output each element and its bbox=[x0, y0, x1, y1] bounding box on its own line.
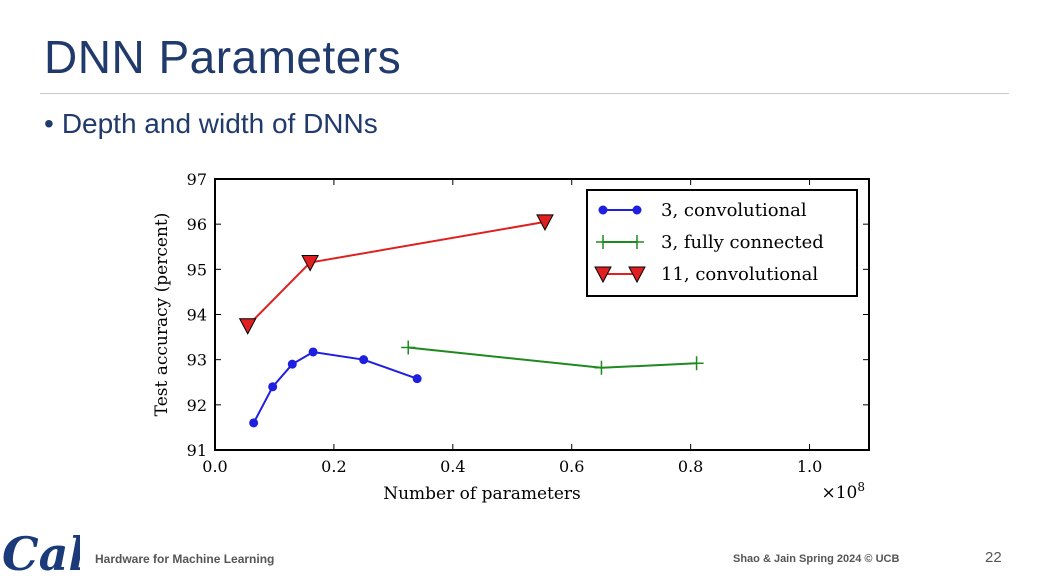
legend-marker bbox=[598, 205, 608, 215]
data-point-series-2 bbox=[301, 255, 319, 272]
legend-label-0: 3, convolutional bbox=[661, 200, 807, 221]
data-point-series-0 bbox=[249, 418, 259, 428]
y-tick-label: 96 bbox=[187, 215, 207, 234]
data-point-series-0 bbox=[287, 359, 297, 369]
data-point-series-1 bbox=[401, 340, 416, 355]
page-number: 22 bbox=[985, 549, 1002, 566]
accuracy-vs-parameters-chart: 0.0 0.2 0.4 0.6 0.8 1.0 91 92 93 94 95 96 97 Number o… bbox=[152, 170, 870, 504]
data-point-series-2 bbox=[238, 318, 257, 335]
x-tick-label: 1.0 bbox=[797, 457, 822, 476]
data-point-series-2 bbox=[536, 214, 554, 231]
series-line-1 bbox=[408, 346, 697, 369]
data-point-series-0 bbox=[359, 355, 369, 365]
bullet-marker: • bbox=[44, 108, 54, 139]
footer-credit: Shao & Jain Spring 2024 © UCB bbox=[733, 553, 900, 565]
x-multiplier-label: ×108 bbox=[821, 480, 865, 503]
series-line-0 bbox=[252, 350, 418, 424]
legend-marker bbox=[596, 235, 610, 249]
legend-marker bbox=[594, 266, 612, 284]
x-tick-label: 0.0 bbox=[202, 457, 227, 476]
cal-logo: Cal bbox=[2, 527, 80, 581]
y-tick-label: 92 bbox=[187, 396, 207, 415]
data-point-series-0 bbox=[308, 347, 318, 357]
y-tick-label: 97 bbox=[187, 170, 207, 189]
data-point-series-1 bbox=[689, 356, 704, 371]
slide-title: DNN Parameters bbox=[44, 31, 402, 83]
data-point-series-0 bbox=[412, 374, 422, 384]
legend-marker bbox=[630, 235, 644, 249]
y-tick-label: 94 bbox=[187, 306, 207, 325]
data-point-series-1 bbox=[594, 360, 609, 375]
x-tick-label: 0.8 bbox=[678, 457, 703, 476]
cal-logo-text: Cal bbox=[2, 527, 80, 581]
footer-course-name: Hardware for Machine Learning bbox=[95, 552, 275, 566]
y-axis-label: Test accuracy (percent) bbox=[152, 213, 172, 417]
series-line-2 bbox=[246, 220, 546, 327]
legend-marker bbox=[632, 205, 642, 215]
x-multiplier-exponent: 8 bbox=[857, 480, 865, 494]
y-tick-label: 93 bbox=[187, 351, 207, 370]
bullet-item: • Depth and width of DNNs bbox=[44, 108, 378, 140]
title-divider bbox=[40, 93, 1009, 94]
data-point-series-0 bbox=[268, 382, 278, 392]
legend-label-1: 3, fully connected bbox=[661, 232, 824, 253]
bullet-text: Depth and width of DNNs bbox=[61, 108, 378, 139]
legend-marker bbox=[628, 266, 646, 284]
x-tick-label: 0.4 bbox=[440, 457, 465, 476]
x-tick-label: 0.2 bbox=[321, 457, 346, 476]
legend-label-2: 11, convolutional bbox=[661, 264, 818, 285]
x-tick-label: 0.6 bbox=[559, 457, 584, 476]
x-axis-label: Number of parameters bbox=[383, 484, 581, 504]
y-tick-label: 95 bbox=[187, 260, 207, 279]
y-tick-label: 91 bbox=[187, 441, 207, 460]
